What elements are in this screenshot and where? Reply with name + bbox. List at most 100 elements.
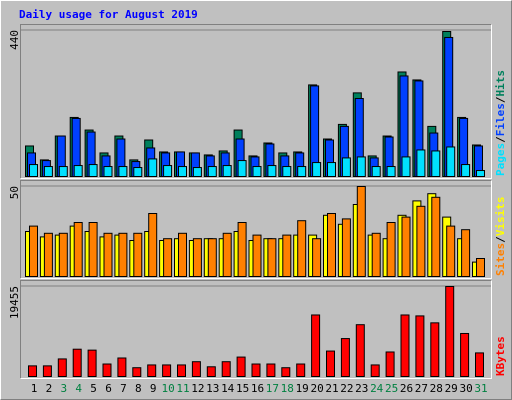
bar — [73, 222, 83, 277]
x-tick-label: 14 — [221, 382, 235, 395]
bar — [252, 166, 262, 178]
bar — [446, 146, 456, 178]
bar — [148, 158, 158, 177]
x-tick-label: 27 — [415, 382, 428, 395]
bar — [163, 238, 173, 277]
x-tick-label: 5 — [90, 382, 97, 395]
bar — [341, 157, 351, 177]
y-tick-label: 50 — [8, 186, 21, 199]
bar — [446, 225, 456, 278]
legend-separator: / — [494, 136, 507, 143]
x-tick-label: 28 — [430, 382, 443, 395]
x-tick-label: 20 — [310, 382, 323, 395]
legend-separator: / — [494, 236, 507, 243]
bar — [460, 332, 470, 377]
x-tick-label: 26 — [400, 382, 413, 395]
bar — [43, 232, 53, 278]
bar — [236, 356, 246, 378]
bar — [400, 314, 410, 377]
bar — [73, 165, 83, 178]
x-tick-label: 22 — [340, 382, 353, 395]
bar — [206, 366, 216, 378]
bar — [103, 166, 113, 178]
bar — [177, 364, 186, 377]
bar — [178, 232, 187, 278]
panel-edge-light — [20, 24, 492, 179]
x-tick-label: 24 — [370, 382, 384, 395]
bar — [282, 234, 292, 278]
bar — [162, 364, 172, 377]
bar — [431, 150, 441, 177]
bar — [311, 314, 321, 377]
x-tick-label: 31 — [474, 382, 487, 395]
panel-edge-light — [20, 280, 492, 379]
bar — [222, 232, 232, 278]
x-tick-label: 12 — [191, 382, 204, 395]
panel-edge-dark — [20, 24, 492, 179]
x-tick-label: 13 — [206, 382, 219, 395]
bar — [267, 238, 277, 277]
chart-title: Daily usage for August 2019 — [19, 8, 198, 21]
bar — [28, 365, 37, 377]
bar — [445, 286, 455, 377]
bar — [416, 205, 426, 277]
bar — [296, 363, 306, 378]
bar — [266, 363, 276, 378]
bar — [356, 156, 366, 178]
legend-separator: / — [494, 96, 507, 103]
bar — [133, 167, 143, 177]
bar — [237, 160, 247, 177]
bar — [475, 352, 484, 378]
bar — [312, 162, 322, 177]
bar — [57, 358, 67, 377]
bar — [252, 234, 262, 278]
x-tick-label: 3 — [60, 382, 67, 395]
bar — [191, 361, 201, 377]
x-tick-label: 29 — [445, 382, 458, 395]
bar — [192, 238, 202, 277]
x-tick-label: 21 — [325, 382, 338, 395]
bar — [58, 232, 68, 278]
bar — [103, 232, 113, 278]
bar — [43, 166, 53, 178]
bar — [415, 315, 425, 378]
bar — [371, 232, 381, 278]
bar — [401, 156, 411, 178]
bar — [431, 196, 441, 277]
x-tick-label: 16 — [251, 382, 264, 395]
legend-entry: KBytes — [494, 336, 507, 376]
legend-entry: Hits — [494, 70, 507, 97]
bar — [58, 166, 68, 178]
bar — [461, 229, 471, 277]
panel-edge-light — [20, 180, 492, 279]
bar — [312, 238, 322, 277]
bar — [132, 367, 142, 377]
x-tick-label: 17 — [266, 382, 279, 395]
panel-edge-dark — [20, 280, 492, 379]
x-tick-label: 6 — [105, 382, 112, 395]
bar — [267, 165, 277, 178]
bar — [88, 222, 98, 277]
legend-entry: Pages — [494, 143, 507, 176]
bar — [147, 364, 157, 377]
y-tick-label: 19455 — [8, 286, 21, 319]
bar — [401, 216, 411, 278]
legend: Pages/Files/Hits — [494, 70, 507, 176]
bar — [356, 186, 366, 277]
bar — [148, 213, 158, 277]
x-tick-label: 10 — [161, 382, 174, 395]
bar — [327, 213, 336, 277]
bar — [461, 164, 471, 178]
x-tick-label: 7 — [120, 382, 127, 395]
bar — [87, 349, 97, 378]
bar — [476, 170, 485, 177]
bar — [371, 166, 381, 178]
bar — [281, 367, 291, 377]
bar — [102, 363, 112, 378]
bar — [297, 166, 307, 178]
bar — [163, 165, 173, 178]
bar — [370, 364, 380, 377]
bar — [327, 162, 336, 177]
x-tick-label: 15 — [236, 382, 249, 395]
x-tick-label: 19 — [296, 382, 309, 395]
